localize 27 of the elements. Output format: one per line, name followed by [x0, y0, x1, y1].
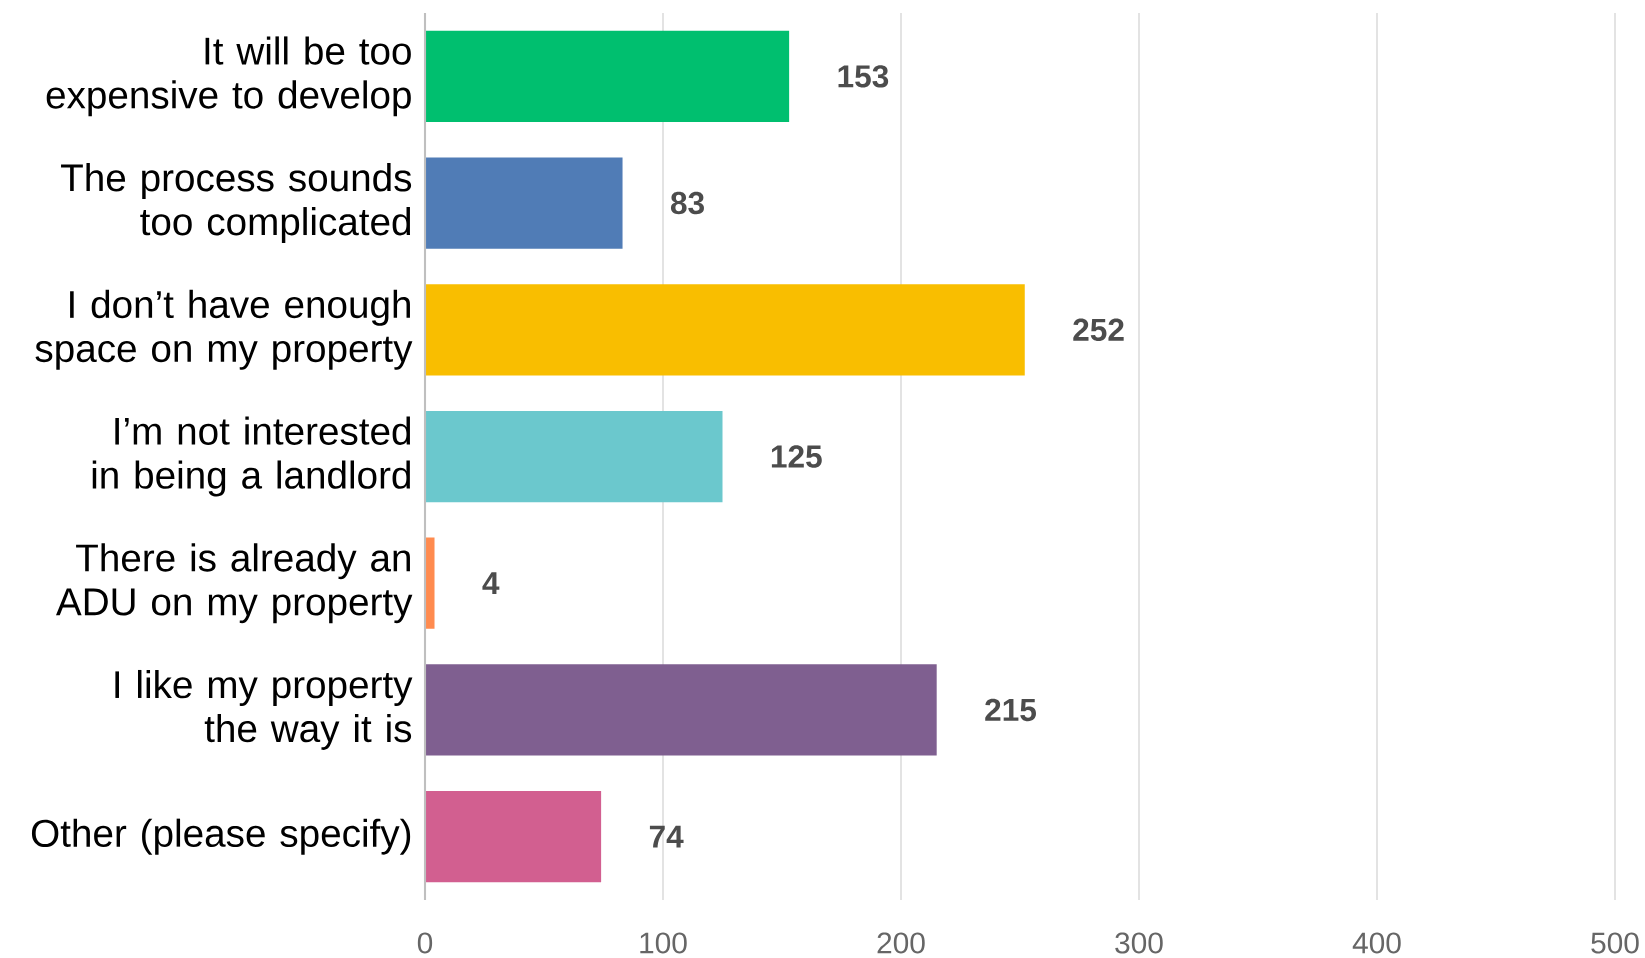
bar — [425, 410, 723, 503]
data-label: 215 — [985, 698, 1036, 722]
data-label: 125 — [771, 445, 822, 468]
bar — [425, 537, 435, 629]
x-tick-label: 500 — [1591, 932, 1639, 954]
y-tick-label: I don’t have enough space on my property — [35, 289, 413, 370]
data-label: 252 — [1073, 318, 1124, 342]
bar — [425, 664, 937, 756]
bar — [425, 791, 602, 883]
y-tick-label: I like my property the way it is — [115, 669, 413, 750]
bar — [425, 30, 790, 122]
bar — [425, 284, 1025, 376]
x-tick-label: 400 — [1352, 932, 1401, 954]
data-label: 4 — [482, 572, 500, 595]
y-tick-label: Other (please specify) — [31, 818, 411, 855]
data-label: 83 — [670, 191, 704, 215]
y-tick-label: There is already an ADU on my property — [55, 543, 413, 624]
x-tick-label: 100 — [640, 932, 687, 954]
y-tick-label: I’m not interested in being a landlord — [92, 416, 411, 497]
bar — [425, 157, 623, 249]
data-label: 74 — [649, 825, 684, 848]
x-tick-label: 200 — [877, 932, 925, 954]
y-tick-label: It will be too expensive to develop — [46, 36, 411, 117]
x-tick-label: 0 — [417, 932, 433, 954]
y-tick-label: The process sounds too complicated — [61, 163, 412, 244]
x-tick-label: 300 — [1115, 932, 1163, 954]
data-label: 153 — [838, 65, 889, 88]
